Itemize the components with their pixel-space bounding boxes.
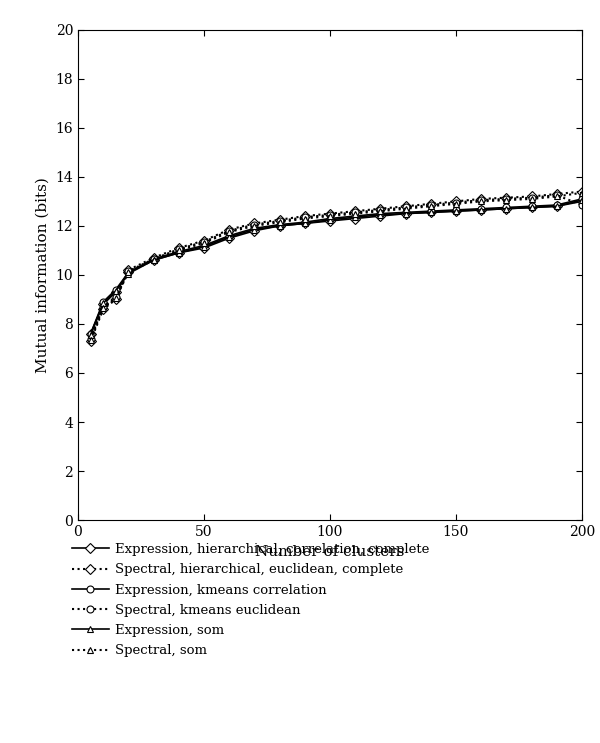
Y-axis label: Mutual information (bits): Mutual information (bits) — [36, 177, 50, 373]
X-axis label: Number of clusters: Number of clusters — [256, 545, 404, 559]
Legend: Expression, hierarchical, correlation, complete, Spectral, hierarchical, euclide: Expression, hierarchical, correlation, c… — [67, 538, 435, 663]
